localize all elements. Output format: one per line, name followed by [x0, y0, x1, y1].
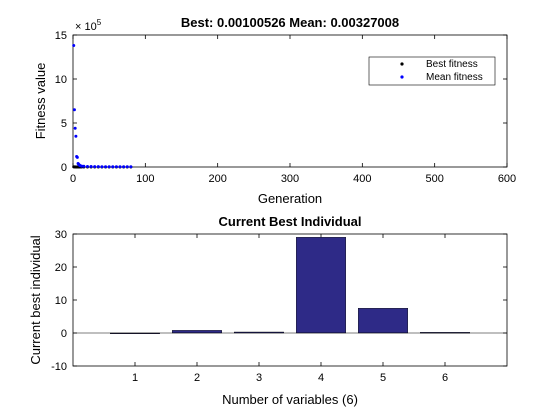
fitness-plot-y-label: Fitness value: [33, 63, 48, 140]
best-individual-title: Current Best Individual: [218, 214, 361, 229]
best-individual-y-ticks: -10 0 10 20 30: [51, 229, 507, 373]
legend-marker-best: [400, 62, 404, 66]
legend-box: [368, 56, 496, 86]
best-individual-bars: [73, 237, 507, 335]
mean-fitness-point: [89, 165, 93, 169]
y-tick-label: 10: [55, 295, 67, 307]
x-tick-label: 5: [380, 372, 386, 384]
y-tick-label: 0: [61, 328, 67, 340]
mean-fitness-point: [82, 164, 86, 168]
bar-variable-4: [296, 237, 347, 334]
x-tick-label: 0: [70, 173, 76, 185]
best-individual-plot: Current Best Individual 1 2 3 4 5 6 -10 0 10 20 3…: [28, 214, 508, 407]
legend-label-mean: Mean fitness: [426, 72, 483, 83]
fitness-plot-title: Best: 0.00100526 Mean: 0.00327008: [181, 15, 399, 30]
fitness-plot-axes: [72, 34, 508, 168]
y-tick-label: 10: [55, 74, 67, 86]
mean-fitness-point: [80, 164, 84, 168]
y-tick-label: 15: [55, 30, 67, 42]
best-individual-axes: [72, 233, 508, 367]
x-tick-label: 6: [442, 372, 448, 384]
mean-fitness-point: [72, 108, 76, 112]
best-individual-x-ticks: 1 2 3 4 5 6: [132, 234, 448, 384]
mean-fitness-point: [107, 165, 111, 169]
best-individual-y-label: Current best individual: [28, 235, 43, 364]
legend[interactable]: Best fitness Mean fitness: [368, 56, 496, 86]
bar-variable-2: [171, 330, 222, 334]
legend-label-best: Best fitness: [426, 59, 478, 70]
fitness-plot-exponent: × 105: [75, 18, 102, 33]
fitness-plot-points: [72, 44, 133, 169]
x-tick-label: 100: [136, 173, 154, 185]
y-tick-label: 20: [55, 262, 67, 274]
mean-fitness-point: [118, 165, 122, 169]
fitness-plot: Best: 0.00100526 Mean: 0.00327008 0 100 20…: [33, 15, 516, 206]
mean-fitness-point: [114, 165, 118, 169]
x-tick-label: 2: [194, 372, 200, 384]
bar-variable-5: [358, 308, 409, 334]
y-tick-label: 0: [61, 162, 67, 174]
mean-fitness-point: [96, 165, 100, 169]
mean-fitness-point: [104, 165, 108, 169]
fitness-plot-x-label: Generation: [258, 191, 322, 206]
x-tick-label: 300: [281, 173, 299, 185]
legend-marker-mean: [400, 75, 404, 79]
mean-fitness-point: [100, 165, 104, 169]
y-tick-label: 5: [61, 118, 67, 130]
x-tick-label: 500: [425, 173, 443, 185]
mean-fitness-point: [74, 134, 78, 138]
x-tick-label: 400: [353, 173, 371, 185]
mean-fitness-point: [111, 165, 115, 169]
mean-fitness-point: [93, 165, 97, 169]
x-tick-label: 200: [208, 173, 226, 185]
x-tick-label: 600: [498, 173, 516, 185]
mean-fitness-point: [75, 155, 79, 159]
x-tick-label: 4: [318, 372, 324, 384]
x-tick-label: 3: [256, 372, 262, 384]
y-tick-label: -10: [51, 361, 67, 373]
y-tick-label: 30: [55, 229, 67, 241]
x-tick-label: 1: [132, 372, 138, 384]
mean-fitness-point: [125, 165, 129, 169]
mean-fitness-point: [122, 165, 126, 169]
mean-fitness-point: [85, 164, 89, 168]
mean-fitness-point: [72, 44, 76, 48]
fitness-plot-x-ticks: 0 100 200 300 400 500 600: [70, 35, 516, 185]
mean-fitness-point: [129, 165, 133, 169]
mean-fitness-point: [73, 126, 77, 130]
best-individual-x-label: Number of variables (6): [222, 392, 358, 407]
